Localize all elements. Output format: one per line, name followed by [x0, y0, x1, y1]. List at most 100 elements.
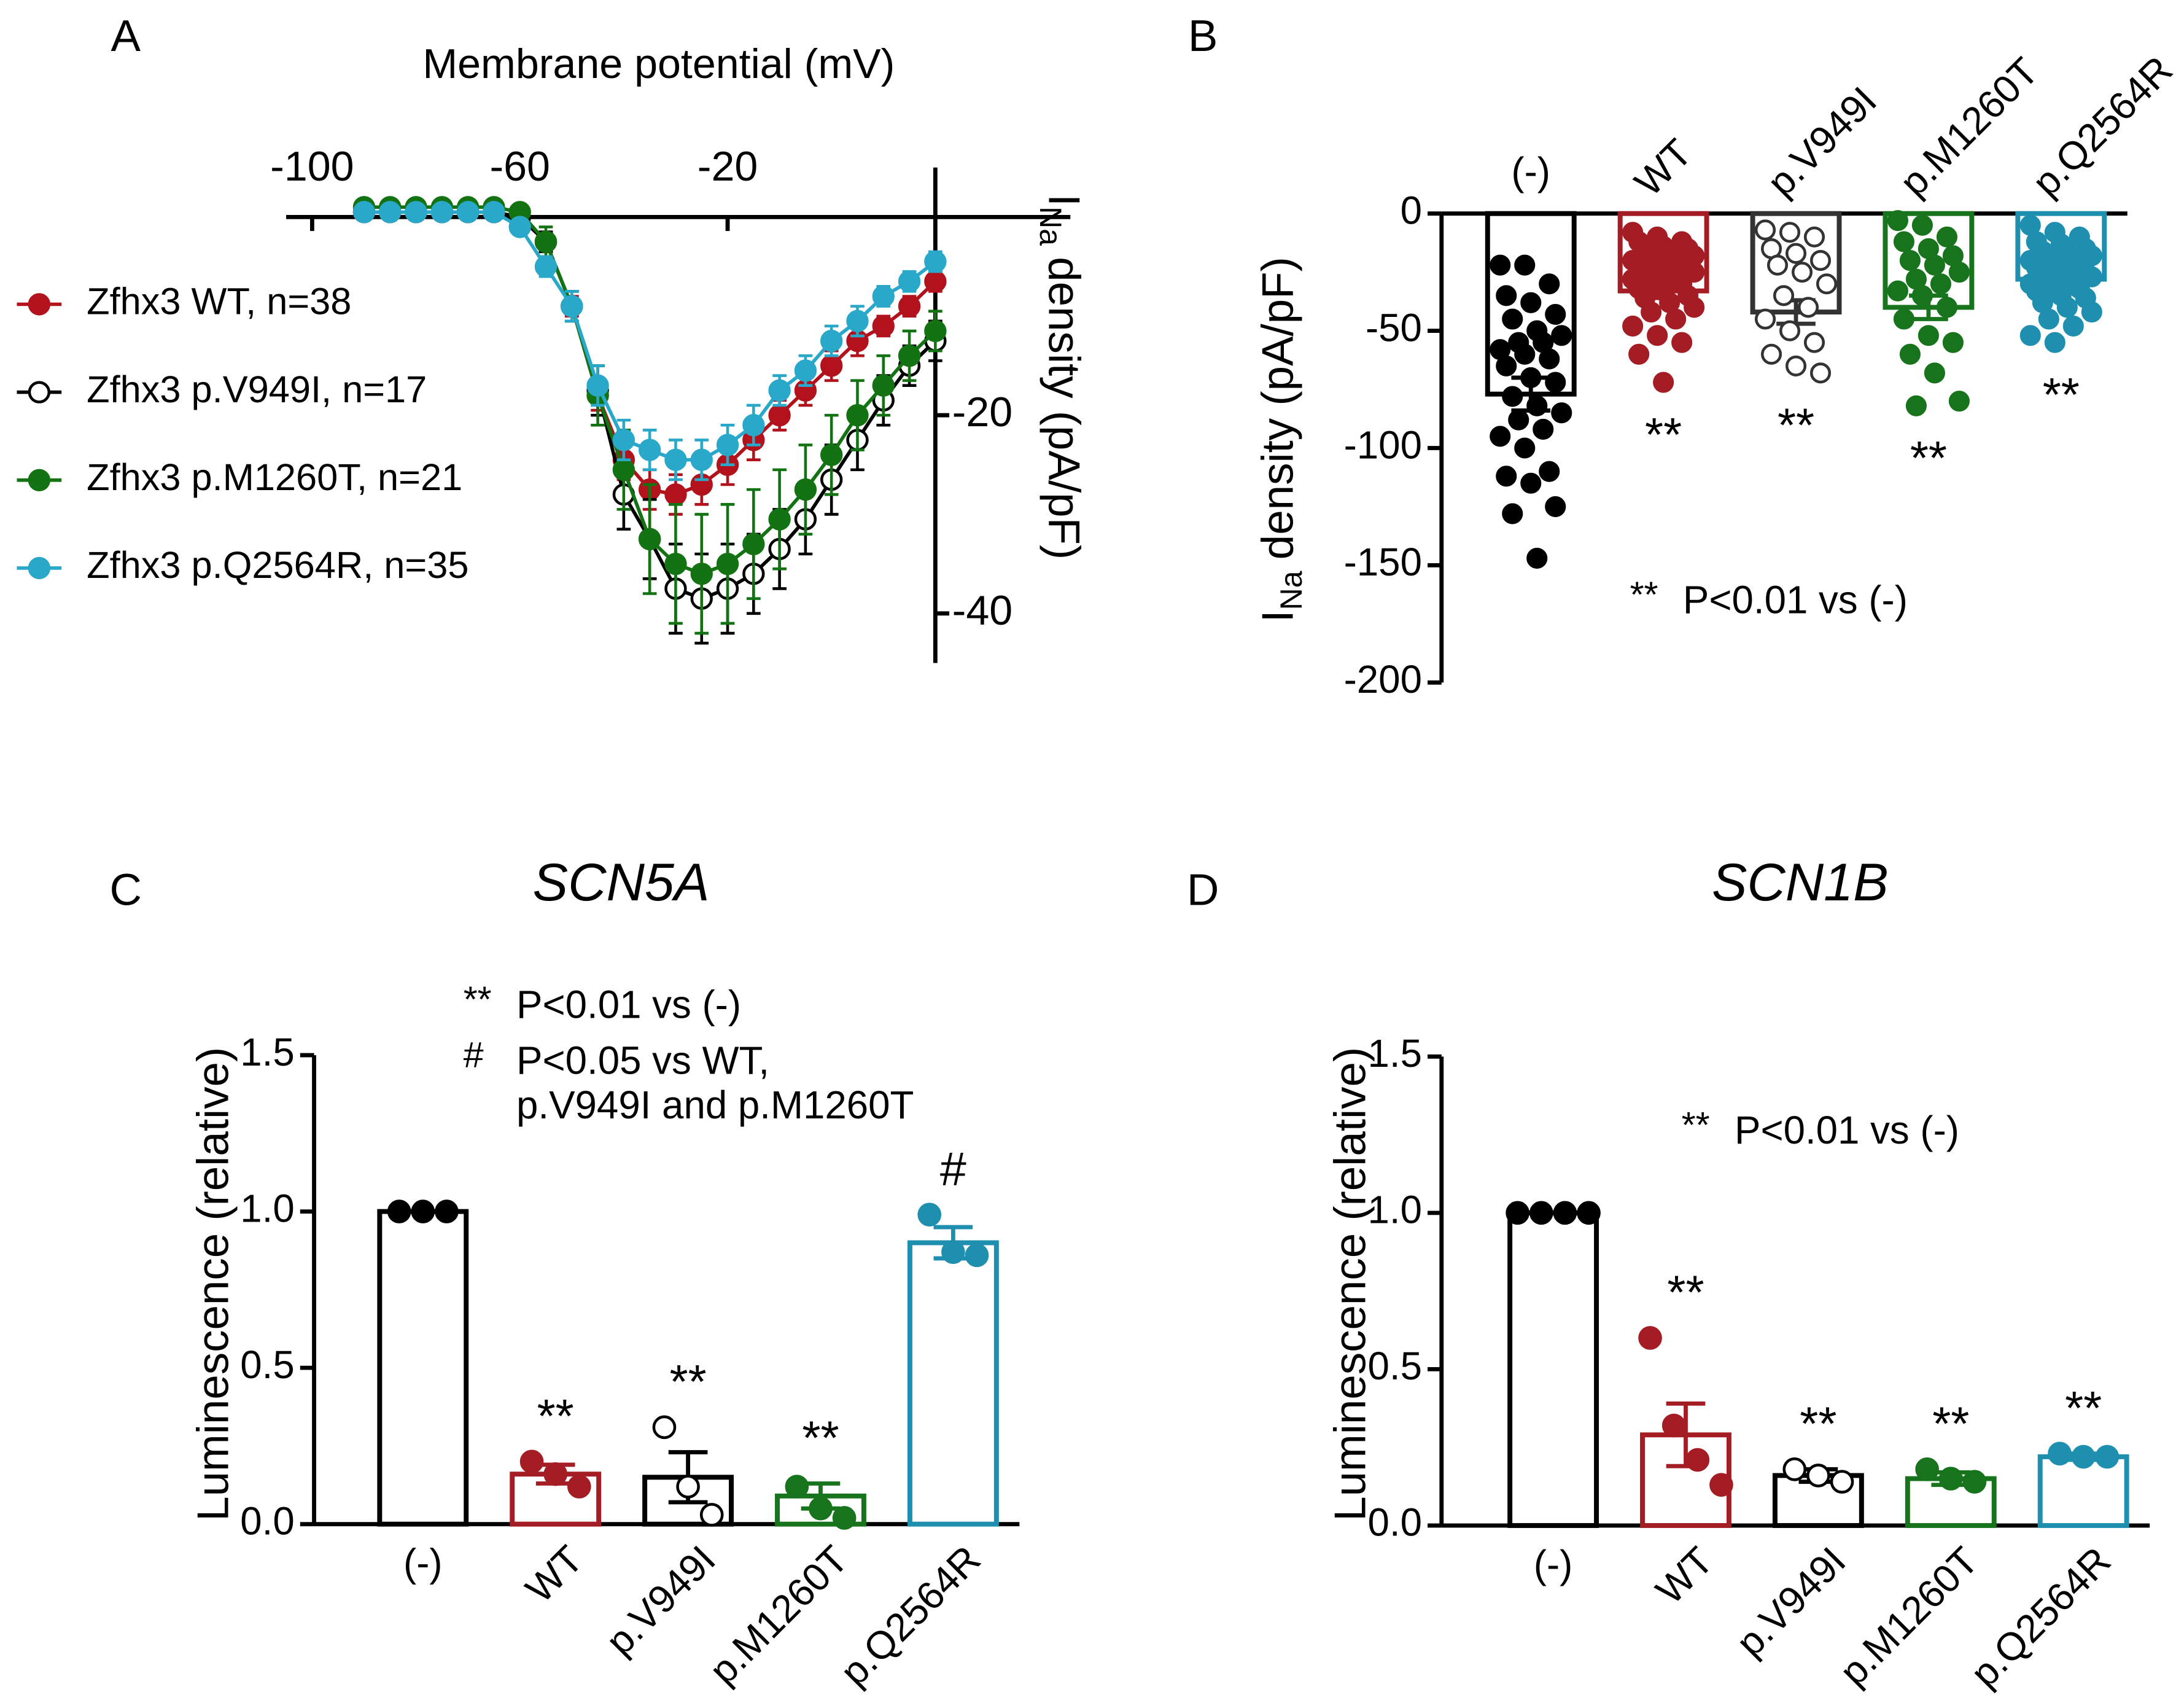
data-point: [1496, 355, 1517, 376]
y-label-main: Luminescence (relative): [188, 1047, 238, 1521]
data-point: [1526, 395, 1548, 416]
data-point: [1899, 250, 1921, 271]
y-tick-label: -100: [1344, 423, 1422, 467]
legend-text: p.V949I and p.M1260T: [516, 1083, 914, 1127]
data-point: [1893, 308, 1914, 330]
x-tick-label: -100: [270, 143, 354, 190]
x-tick-label: (-): [403, 1542, 443, 1585]
data-point: [1539, 461, 1560, 482]
data-point: [846, 310, 869, 332]
legend-label: Zfhx3 WT, n=38: [87, 281, 351, 323]
data-point: [1622, 315, 1644, 337]
y-tick-label: 0.5: [240, 1343, 294, 1387]
data-point: [1551, 402, 1572, 424]
y-tick-label: -200: [1344, 658, 1422, 701]
data-point: [1514, 343, 1536, 365]
panel-label: A: [111, 11, 141, 61]
data-point: [1936, 226, 1957, 248]
panel-label: C: [109, 865, 142, 915]
data-point: [1803, 332, 1825, 353]
data-point: [820, 443, 843, 466]
data-point: [1520, 292, 1542, 313]
data-point: [1502, 308, 1523, 330]
data-point: [1816, 273, 1838, 295]
data-point: [1936, 297, 1957, 318]
y-tick-label: 1.0: [1368, 1188, 1422, 1232]
data-point: [652, 1415, 677, 1440]
x-tick-label: p.M1260T: [1832, 1539, 1987, 1694]
data-point: [1647, 325, 1668, 346]
data-point: [456, 201, 480, 224]
data-point: [2056, 297, 2078, 318]
legend-label: Zfhx3 p.V949I, n=17: [87, 368, 427, 411]
data-point: [2038, 308, 2059, 330]
y-tick-label: 1.0: [240, 1187, 294, 1230]
data-point: [917, 1203, 942, 1227]
legend-text: P<0.01 vs (-): [1683, 579, 1908, 622]
data-point: [612, 458, 635, 482]
data-point: [2071, 1445, 2096, 1469]
annotation: **: [670, 1355, 707, 1408]
y-label-main: I: [1253, 610, 1303, 622]
x-tick-label: WT: [1647, 1539, 1721, 1613]
annotation: **: [1778, 399, 1814, 452]
data-point: [1924, 254, 1945, 276]
data-point: [1899, 343, 1921, 365]
data-point: [1962, 1470, 1987, 1494]
data-point: [2048, 1441, 2072, 1466]
x-tick-label: WT: [1626, 131, 1700, 205]
y-tick-label: 1.5: [1368, 1032, 1422, 1075]
legend-marker: [28, 381, 51, 404]
data-point: [690, 563, 713, 585]
data-point: [1520, 367, 1542, 389]
y-tick-label: -50: [1366, 306, 1422, 349]
data-point: [1782, 1457, 1807, 1481]
annotation: **: [2065, 1382, 2102, 1435]
panel-label: D: [1187, 865, 1219, 915]
data-point: [1545, 372, 1566, 393]
x-tick-label: -20: [698, 143, 758, 190]
data-point: [586, 374, 609, 397]
data-point: [898, 345, 921, 367]
data-point: [2044, 332, 2065, 353]
data-point: [1539, 348, 1560, 370]
data-point: [1545, 496, 1566, 517]
y-label-sub: Na: [1033, 206, 1068, 246]
annotation: **: [802, 1412, 839, 1465]
x-tick-label: p.Q2564R: [2024, 48, 2181, 205]
data-point: [1766, 254, 1789, 276]
y-tick-label: 0: [1401, 189, 1422, 233]
data-point: [411, 1199, 435, 1223]
bar: [510, 1472, 602, 1527]
data-point: [1809, 250, 1832, 271]
data-point: [638, 439, 661, 461]
data-point: [1785, 243, 1807, 264]
y-label-sub: Na: [1274, 571, 1308, 610]
data-point: [1760, 343, 1782, 365]
data-point: [785, 1475, 809, 1499]
legend-text: P<0.01 vs (-): [516, 983, 741, 1027]
data-point: [664, 483, 687, 506]
data-point: [1502, 503, 1523, 524]
annotation: **: [1932, 1398, 1969, 1451]
data-point: [519, 1449, 544, 1474]
data-point: [435, 1199, 459, 1223]
data-point: [664, 552, 687, 575]
data-point: [352, 201, 376, 224]
y-axis-label: Luminescence (relative): [1326, 1047, 1375, 1521]
data-point: [379, 201, 402, 224]
data-point: [794, 478, 817, 501]
data-point: [794, 359, 817, 382]
data-point: [965, 1243, 989, 1268]
x-tick-label: p.Q2564R: [1962, 1539, 2119, 1696]
legend-symbol: **: [464, 979, 492, 1020]
data-point: [1496, 285, 1517, 306]
data-point: [924, 270, 947, 293]
bar: [1507, 1210, 1599, 1528]
y-tick-label: 1.5: [240, 1031, 294, 1074]
data-point: [2062, 315, 2084, 337]
annotation: **: [1910, 432, 1947, 485]
y-tick-label: -150: [1344, 540, 1422, 584]
data-point: [1508, 409, 1529, 431]
chart-title: SCN1B: [1712, 853, 1889, 912]
